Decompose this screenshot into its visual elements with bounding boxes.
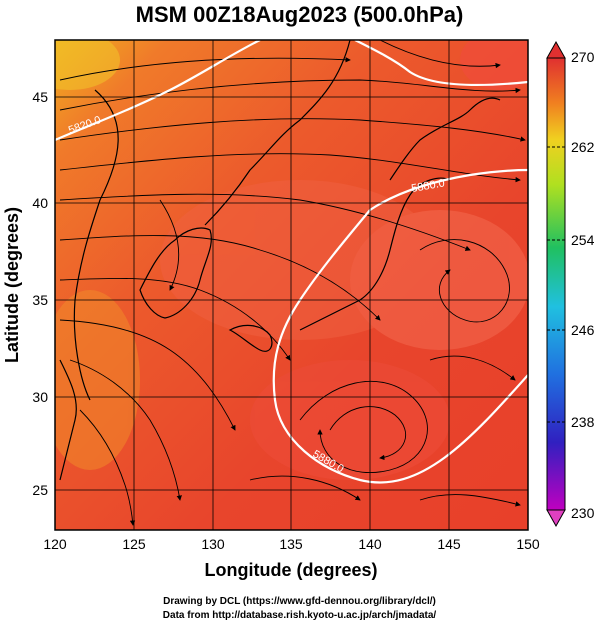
colorbar-tick-label: 254 — [571, 232, 595, 248]
y-tick-label: 45 — [32, 89, 48, 105]
colorbar-tick-label: 230 — [571, 505, 595, 521]
contour-label: 5880.0 — [410, 177, 445, 195]
colorbar-tick-label: 270 — [571, 49, 595, 65]
x-tick-label: 130 — [201, 536, 225, 552]
x-tick-label: 135 — [279, 536, 303, 552]
colorbar-top-arrow — [546, 40, 566, 59]
footer-credit-drawing: Drawing by DCL (https://www.gfd-dennou.o… — [163, 596, 436, 607]
colorbar-tick-label: 238 — [571, 414, 595, 430]
map-title: MSM 00Z18Aug2023 (500.0hPa) — [135, 2, 464, 27]
lat-lon-grid — [55, 40, 528, 530]
y-axis-label: Latitude (degrees) — [2, 207, 22, 363]
x-tick-label: 120 — [43, 536, 67, 552]
temperature-shading — [55, 40, 528, 530]
x-tick-label: 150 — [516, 536, 540, 552]
footer-credit-data: Data from http://database.rish.kyoto-u.a… — [162, 610, 437, 621]
y-axis: 25 30 35 40 45 Latitude (degrees) — [2, 89, 48, 498]
y-tick-label: 30 — [32, 389, 48, 405]
streamlines — [59, 40, 526, 526]
height-contours — [55, 40, 528, 484]
x-axis: 120 125 130 135 140 145 150 Longitude (d… — [43, 536, 540, 580]
x-tick-label: 140 — [358, 536, 382, 552]
x-tick-label: 125 — [122, 536, 146, 552]
colorbar-tick-label: 246 — [571, 322, 595, 338]
colorbar-tick-label: 262 — [571, 139, 595, 155]
colorbar: 270 262 254 246 238 230 — [546, 40, 595, 528]
x-axis-label: Longitude (degrees) — [204, 560, 377, 580]
y-tick-label: 35 — [32, 292, 48, 308]
x-tick-label: 145 — [437, 536, 461, 552]
colorbar-gradient — [546, 57, 566, 511]
y-tick-label: 40 — [32, 195, 48, 211]
y-tick-label: 25 — [32, 482, 48, 498]
plot-frame — [54, 39, 529, 531]
colorbar-bottom-arrow — [546, 509, 566, 528]
